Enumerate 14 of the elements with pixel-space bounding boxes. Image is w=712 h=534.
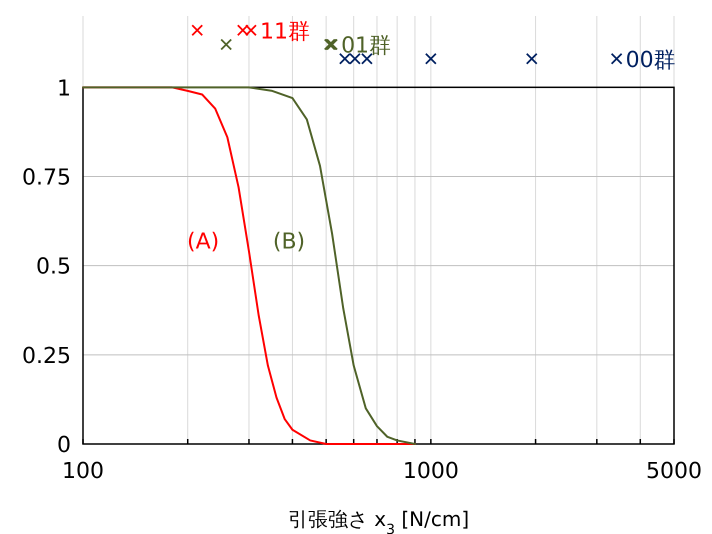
series-label: (B) bbox=[272, 230, 306, 255]
x-tick-label: 5000 bbox=[646, 459, 702, 484]
y-tick-label: 0.75 bbox=[22, 166, 71, 190]
y-tick-label: 1 bbox=[57, 76, 71, 102]
series-label: 00群 bbox=[626, 48, 676, 73]
x-tick-label: 100 bbox=[62, 459, 104, 484]
series-label: (A) bbox=[187, 230, 220, 255]
series-label: 11群 bbox=[260, 19, 310, 44]
y-tick-label: 0.5 bbox=[36, 254, 71, 280]
series-label: 01群 bbox=[341, 34, 392, 59]
y-tick-label: 0.25 bbox=[22, 344, 71, 369]
x-axis-title: 引張強さ x$_{3}$ [N/cm] bbox=[288, 507, 470, 534]
x-tick-label: 1000 bbox=[402, 459, 459, 484]
y-tick-label: 0 bbox=[57, 433, 71, 458]
